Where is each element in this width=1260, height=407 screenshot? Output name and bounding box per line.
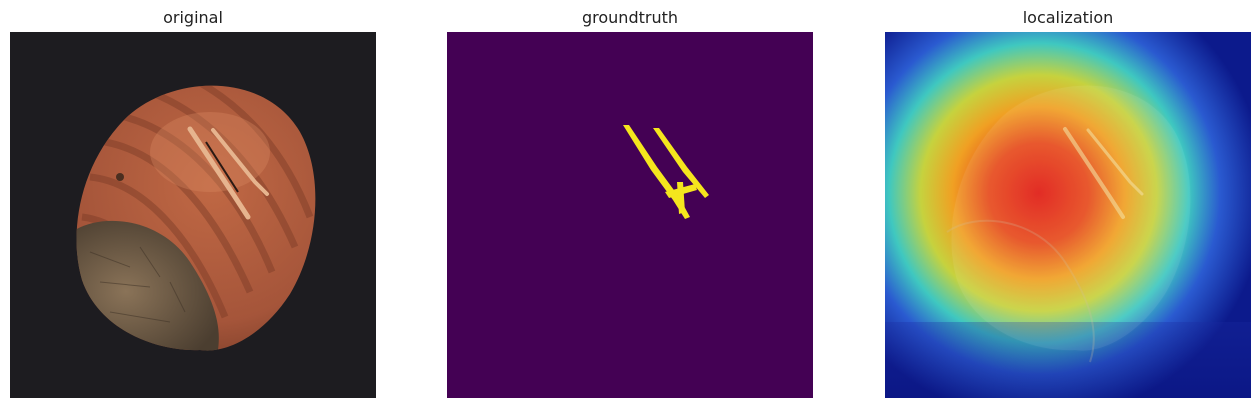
mask-defect-region [623,125,709,219]
groundtruth-panel: groundtruth [447,0,813,407]
original-panel: original [10,0,376,407]
groundtruth-mask [447,32,813,398]
original-image [10,32,376,398]
localization-panel: localization [885,0,1251,407]
nut-outline-overlay [951,85,1191,351]
hazelnut [76,85,316,351]
groundtruth-title: groundtruth [581,8,678,27]
localization-heatmap [885,32,1251,398]
original-title: original [163,8,223,27]
localization-title: localization [1022,8,1114,27]
shell-spot [116,173,124,181]
scratch-defect [187,126,269,220]
overlay-scratch [1063,127,1144,219]
mask-background [447,32,813,398]
